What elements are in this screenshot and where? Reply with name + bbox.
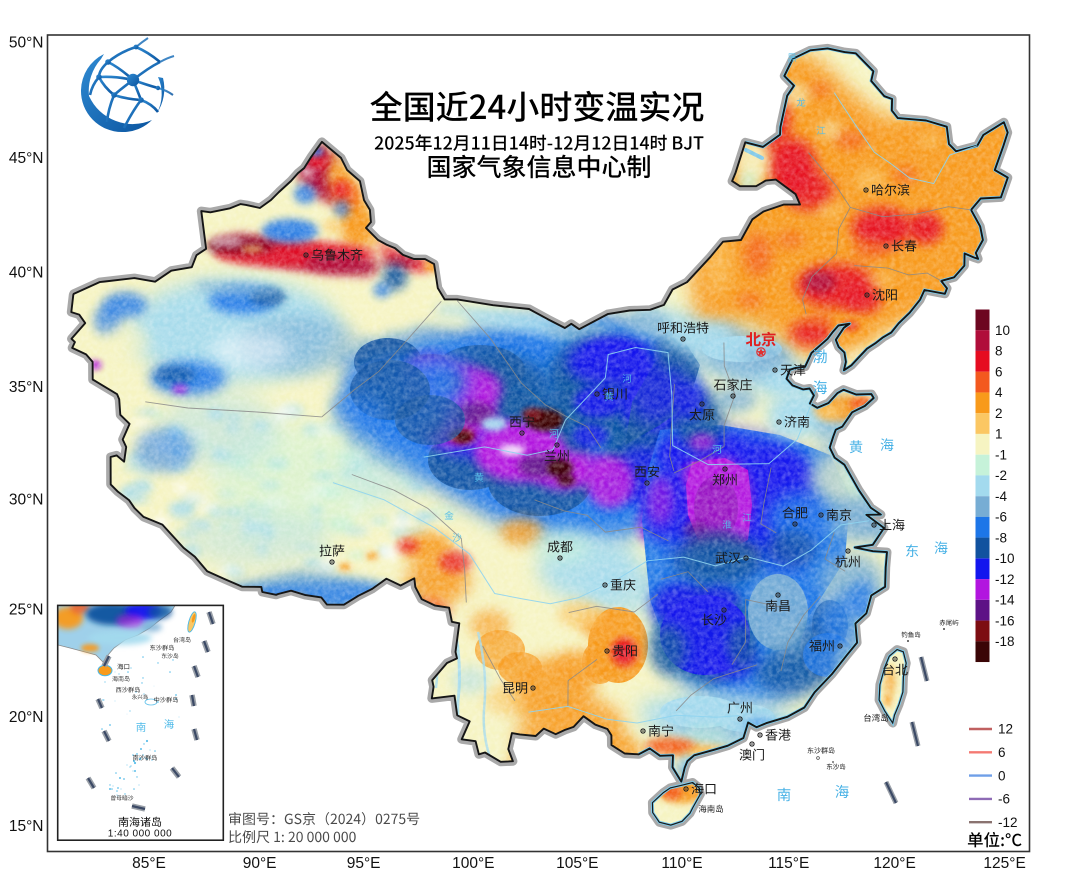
svg-text:1: 1: [995, 427, 1003, 442]
svg-text:90°E: 90°E: [243, 855, 277, 872]
svg-text:115°E: 115°E: [768, 855, 809, 872]
svg-text:2: 2: [995, 406, 1003, 421]
svg-text:15°N: 15°N: [9, 818, 44, 835]
svg-text:30°N: 30°N: [9, 491, 44, 508]
svg-text:-8: -8: [995, 530, 1007, 545]
svg-text:12: 12: [998, 722, 1013, 737]
svg-text:50°N: 50°N: [9, 34, 44, 51]
svg-text:45°N: 45°N: [9, 150, 44, 167]
svg-text:-14: -14: [995, 593, 1015, 608]
svg-text:100°E: 100°E: [452, 855, 494, 872]
svg-text:120°E: 120°E: [873, 855, 915, 872]
svg-text:-4: -4: [995, 489, 1007, 504]
svg-text:0: 0: [998, 768, 1006, 783]
svg-text:25°N: 25°N: [9, 601, 44, 618]
svg-text:8: 8: [995, 344, 1003, 359]
svg-text:110°E: 110°E: [661, 855, 702, 872]
svg-text:6: 6: [998, 745, 1006, 760]
svg-text:85°E: 85°E: [132, 855, 166, 872]
svg-text:35°N: 35°N: [9, 379, 44, 396]
svg-text:95°E: 95°E: [347, 855, 381, 872]
svg-text:10: 10: [995, 323, 1010, 338]
svg-text:20°N: 20°N: [9, 709, 44, 726]
svg-text:6: 6: [995, 364, 1003, 379]
svg-text:125°E: 125°E: [983, 855, 1025, 872]
svg-text:-1: -1: [995, 447, 1007, 462]
svg-text:105°E: 105°E: [556, 855, 598, 872]
svg-text:-16: -16: [995, 613, 1015, 628]
svg-text:4: 4: [995, 385, 1003, 400]
svg-text:40°N: 40°N: [9, 265, 44, 282]
svg-text:1:40 000 000: 1:40 000 000: [108, 829, 172, 840]
svg-text:-10: -10: [995, 551, 1015, 566]
svg-text:-2: -2: [995, 468, 1007, 483]
svg-text:-12: -12: [995, 572, 1015, 587]
svg-text:-18: -18: [995, 634, 1015, 649]
svg-text:-6: -6: [998, 792, 1010, 807]
svg-text:-6: -6: [995, 510, 1007, 525]
svg-text:-12: -12: [998, 815, 1018, 830]
